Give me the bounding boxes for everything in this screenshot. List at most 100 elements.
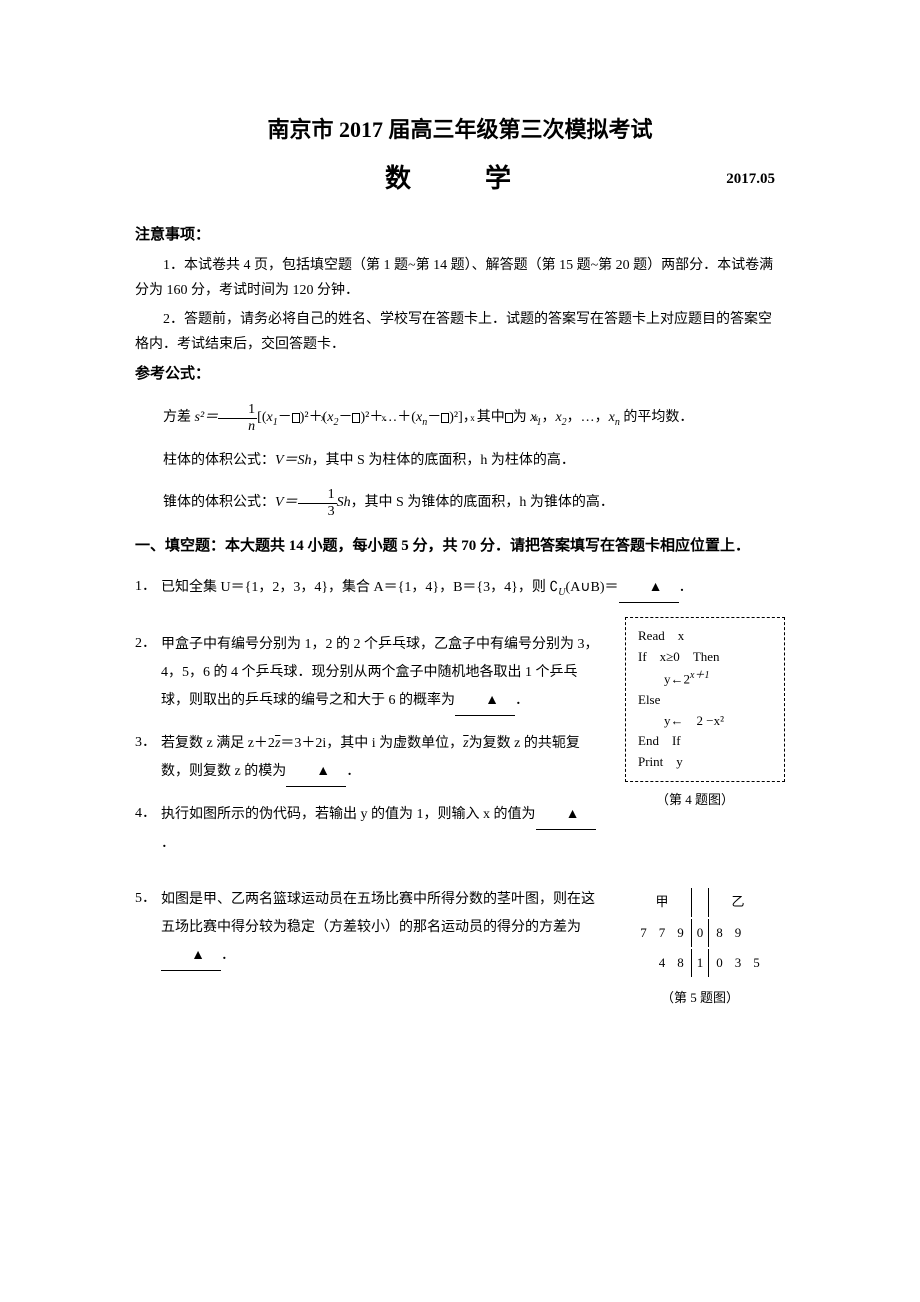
sl-r2-r1: 3 xyxy=(730,949,747,977)
q5-period: ． xyxy=(221,948,235,963)
blank-marker-2: ▲ xyxy=(485,693,499,708)
pseudo-l1: Read x xyxy=(638,626,772,647)
cone-frac-num: 1 xyxy=(298,487,337,503)
xbar-icon: x xyxy=(292,413,300,423)
reference-heading: 参考公式： xyxy=(135,361,785,388)
x1: x1 xyxy=(266,410,277,425)
sl-r1-r0: 8 xyxy=(711,919,728,947)
q3-t1: 若复数 z 满足 z＋2 xyxy=(161,736,275,751)
q4-body: 执行如图所示的伪代码，若输出 y 的值为 1，则输入 x 的值为 ▲ ． xyxy=(161,801,605,858)
sl-r2-l0 xyxy=(635,949,652,977)
cone-sh: Sh xyxy=(337,495,351,510)
question-5: 5． 甲 乙 7 7 9 0 8 9 xyxy=(135,886,785,971)
pseudocode-caption: （第 4 题图） xyxy=(605,788,785,811)
cone-frac-den: 3 xyxy=(298,504,337,519)
blank-marker: ▲ xyxy=(649,580,663,595)
sq1: )²＋( xyxy=(300,410,328,425)
frac-1-3: 13 xyxy=(298,487,337,519)
sl-r1-stem: 0 xyxy=(691,919,710,947)
q3-body: 若复数 z 满足 z＋2z＝3＋2i，其中 i 为虚数单位，z为复数 z 的共轭… xyxy=(161,730,605,787)
xn-tail: xn xyxy=(609,410,620,425)
q1-text-mid: (A∪B)＝ xyxy=(566,580,619,595)
q3-blank: ▲ xyxy=(286,758,346,787)
sl-header-stem xyxy=(691,888,710,917)
q2-num: 2． xyxy=(135,631,156,656)
sl-row-1: 7 7 9 0 8 9 xyxy=(635,919,765,947)
cone-formula: 锥体的体积公式：V＝13Sh，其中 S 为锥体的底面积，h 为锥体的高． xyxy=(135,487,785,519)
sl-header-left: 甲 xyxy=(635,888,689,917)
pseudo-l2-a: If x xyxy=(638,649,666,664)
pseudo-l5: y← 2 −x² xyxy=(638,711,772,732)
q5-blank: ▲ xyxy=(161,942,221,971)
sl-r1-l1: 7 xyxy=(654,919,671,947)
left-column: 2． 甲盒子中有编号分别为 1，2 的 2 个乒乓球，乙盒子中有编号分别为 3，… xyxy=(135,617,605,872)
sl-r1-l0: 7 xyxy=(635,919,652,947)
sl-header-right: 乙 xyxy=(711,888,765,917)
notice-heading: 注意事项： xyxy=(135,222,785,249)
sl-r1-r2 xyxy=(748,919,765,947)
sq2: )²＋…＋( xyxy=(360,410,416,425)
minus1: － xyxy=(278,410,292,425)
sl-r2-r2: 5 xyxy=(748,949,765,977)
sl-r2-l1: 4 xyxy=(654,949,671,977)
s-squared: s²＝ xyxy=(195,410,219,425)
minus2: － xyxy=(338,410,352,425)
q4-blank: ▲ xyxy=(536,801,596,830)
pseudo-l2-ge: ≥0 xyxy=(666,649,680,664)
pseudo-l3-a: y←2 xyxy=(638,671,690,686)
cone-tail: ，其中 S 为锥体的底面积，h 为锥体的高． xyxy=(351,495,614,510)
pseudocode-wrapper: Read x If x≥0 Then y←2x＋1 Else y← 2 −x² … xyxy=(605,617,785,811)
question-2: 2． 甲盒子中有编号分别为 1，2 的 2 个乒乓球，乙盒子中有编号分别为 3，… xyxy=(135,631,605,716)
sl-r1-r1: 9 xyxy=(730,919,747,947)
q1-body: 已知全集 U＝{1，2，3，4}，集合 A＝{1，4}，B＝{3，4}，则 ∁U… xyxy=(161,574,785,603)
notice-p2: 2．答题前，请务必将自己的姓名、学校写在答题卡上．试题的答案写在答题卡上对应题目… xyxy=(135,307,785,357)
q5-num: 5． xyxy=(135,886,156,911)
frac-1-n: 1n xyxy=(218,402,257,434)
stem-leaf-wrapper: 甲 乙 7 7 9 0 8 9 4 8 1 xyxy=(615,886,785,1011)
xbar-icon-3: x xyxy=(441,413,449,423)
pseudo-l6: End If xyxy=(638,731,772,752)
variance-prefix: 方差 xyxy=(163,410,195,425)
tail-dots: ，…， xyxy=(567,410,609,425)
tail-wei: 为 xyxy=(513,410,527,425)
sl-r2-stem: 1 xyxy=(691,949,710,977)
q4-text: 执行如图所示的伪代码，若输出 y 的值为 1，则输入 x 的值为 xyxy=(161,807,536,822)
variance-formula: 方差 s²＝1n[(x1－x)²＋(x2－x)²＋…＋(xn－x)²]，其中x为… xyxy=(135,402,785,434)
question-3: 3． 若复数 z 满足 z＋2z＝3＋2i，其中 i 为虚数单位，z为复数 z … xyxy=(135,730,605,787)
prism-f: V＝Sh xyxy=(275,453,312,468)
question-1: 1． 已知全集 U＝{1，2，3，4}，集合 A＝{1，4}，B＝{3，4}，则… xyxy=(135,574,785,603)
sl-r2-r0: 0 xyxy=(711,949,728,977)
prism-formula: 柱体的体积公式：V＝Sh，其中 S 为柱体的底面积，h 为柱体的高． xyxy=(135,448,785,473)
exam-subject: 数 学 xyxy=(135,156,785,203)
x2-tail: x2 xyxy=(555,410,566,425)
q5-text: 如图是甲、乙两名篮球运动员在五场比赛中所得分数的茎叶图，则在这五场比赛中得分较为… xyxy=(161,892,595,935)
cone-prefix: 锥体的体积公式： xyxy=(163,495,275,510)
frac-num: 1 xyxy=(218,402,257,418)
q5-body: 甲 乙 7 7 9 0 8 9 4 8 1 xyxy=(161,886,785,971)
q1-period: ． xyxy=(679,580,693,595)
q4-num: 4． xyxy=(135,801,156,826)
pseudo-l2: If x≥0 Then xyxy=(638,647,772,668)
xbar-icon-4: x xyxy=(505,413,513,423)
pseudocode-box: Read x If x≥0 Then y←2x＋1 Else y← 2 −x² … xyxy=(625,617,785,782)
pseudo-l4: Else xyxy=(638,690,772,711)
q3-t2: ＝3＋2i，其中 i 为虚数单位， xyxy=(280,736,463,751)
pseudo-l2-b: Then xyxy=(680,649,720,664)
cone-V: V＝ xyxy=(275,495,298,510)
sl-header: 甲 乙 xyxy=(635,888,765,917)
q2-period: ． xyxy=(515,693,529,708)
blank-marker-3: ▲ xyxy=(316,764,330,779)
blank-marker-5: ▲ xyxy=(191,948,205,963)
pseudo-l7: Print y xyxy=(638,752,772,773)
question-4: 4． 执行如图所示的伪代码，若输出 y 的值为 1，则输入 x 的值为 ▲ ． xyxy=(135,801,605,858)
prism-prefix: 柱体的体积公式： xyxy=(163,453,275,468)
prism-tail: ，其中 S 为柱体的底面积，h 为柱体的高． xyxy=(312,453,575,468)
q1-text-before: 已知全集 U＝{1，2，3，4}，集合 A＝{1，4}，B＝{3，4}，则 ∁ xyxy=(161,580,558,595)
q1-num: 1． xyxy=(135,574,156,599)
exam-date: 2017.05 xyxy=(726,166,775,193)
stem-leaf-plot: 甲 乙 7 7 9 0 8 9 4 8 1 xyxy=(633,886,767,979)
stemleaf-caption: （第 5 题图） xyxy=(615,985,785,1011)
frac-den: n xyxy=(218,419,257,434)
pseudo-l3-exp: x＋1 xyxy=(690,670,709,681)
q2-text: 甲盒子中有编号分别为 1，2 的 2 个乒乓球，乙盒子中有编号分别为 3，4，5… xyxy=(161,637,599,708)
